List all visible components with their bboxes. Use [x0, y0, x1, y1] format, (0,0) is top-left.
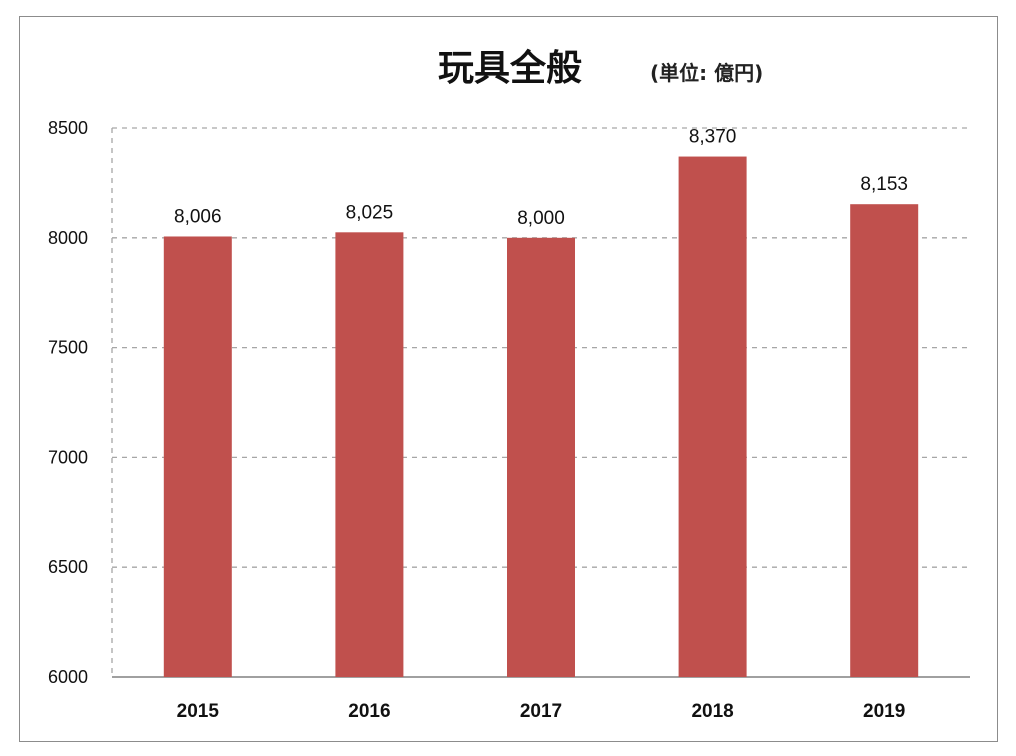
x-tick-label: 2018	[691, 701, 733, 722]
chart-title: 玩具全般	[438, 47, 582, 89]
x-tick-label: 2019	[863, 701, 905, 722]
chart-subtitle: (単位: 億円)	[650, 61, 763, 85]
x-tick-label: 2015	[177, 701, 220, 722]
data-label: 8,006	[174, 206, 222, 227]
data-label: 8,025	[346, 202, 394, 223]
data-label: 8,000	[517, 208, 565, 229]
x-tick-label: 2017	[520, 701, 562, 722]
data-labels: 8,006 8,025 8,000 8,370 8,153	[174, 127, 908, 229]
bar	[507, 237, 575, 678]
bar	[335, 232, 404, 677]
bar	[678, 156, 747, 678]
x-tick-label: 2016	[348, 701, 390, 722]
y-tick-label: 6000	[48, 667, 88, 687]
data-label: 8,370	[689, 127, 737, 148]
y-tick-label: 8500	[48, 118, 88, 138]
bar	[163, 236, 232, 677]
grid-lines	[112, 127, 970, 568]
y-tick-label: 7000	[48, 447, 88, 467]
bar	[850, 204, 919, 677]
y-tick-label: 8000	[48, 228, 88, 248]
bars	[163, 156, 919, 678]
x-tick-labels: 2015 2016 2017 2018 2019	[177, 701, 906, 722]
data-label: 8,153	[860, 174, 908, 195]
y-tick-labels: 6000 6500 7000 7500 8000 8500	[48, 118, 88, 687]
y-tick-label: 6500	[48, 557, 88, 577]
y-tick-label: 7500	[48, 338, 88, 358]
